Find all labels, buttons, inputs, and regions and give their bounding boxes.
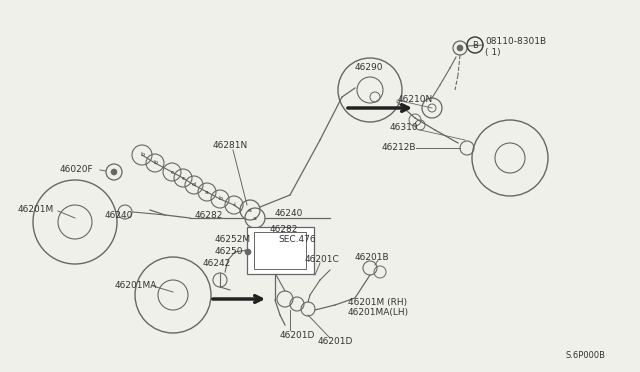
FancyBboxPatch shape <box>247 227 314 274</box>
Text: SEC.476: SEC.476 <box>278 235 316 244</box>
Text: a: a <box>248 208 252 212</box>
Text: h: h <box>218 196 222 202</box>
Text: ( 1): ( 1) <box>485 48 500 57</box>
Text: 46201M (RH): 46201M (RH) <box>348 298 407 307</box>
Circle shape <box>457 45 463 51</box>
Text: 46201D: 46201D <box>318 337 353 346</box>
Text: 46252M: 46252M <box>215 235 251 244</box>
Text: b: b <box>140 153 144 157</box>
Text: 46201M: 46201M <box>18 205 54 215</box>
Text: c: c <box>170 170 173 174</box>
Text: b: b <box>153 160 157 166</box>
Text: i: i <box>233 202 235 208</box>
Text: 46020F: 46020F <box>60 166 93 174</box>
Text: 46282: 46282 <box>270 225 298 234</box>
FancyBboxPatch shape <box>254 232 306 269</box>
Text: 46240: 46240 <box>275 208 303 218</box>
Text: 46240: 46240 <box>105 211 133 219</box>
Text: 46210N: 46210N <box>398 96 433 105</box>
Text: a: a <box>205 189 209 195</box>
Text: 46282: 46282 <box>195 211 223 219</box>
Text: B: B <box>472 41 478 49</box>
Text: a: a <box>253 215 257 221</box>
Text: 46281N: 46281N <box>213 141 248 150</box>
Text: 46201MA(LH): 46201MA(LH) <box>348 308 409 317</box>
Text: 46201D: 46201D <box>280 330 316 340</box>
Text: 46212B: 46212B <box>382 144 417 153</box>
Text: S.6P000B: S.6P000B <box>565 350 605 359</box>
Circle shape <box>111 169 117 175</box>
Text: 46242: 46242 <box>203 260 231 269</box>
Text: 46250: 46250 <box>215 247 243 257</box>
Circle shape <box>245 249 251 255</box>
Text: d: d <box>192 183 196 187</box>
Text: c: c <box>181 176 185 180</box>
Text: 08110-8301B: 08110-8301B <box>485 38 546 46</box>
Text: 46290: 46290 <box>355 64 383 73</box>
Text: 46201C: 46201C <box>305 256 340 264</box>
Text: 46201MA: 46201MA <box>115 280 157 289</box>
Text: 46310: 46310 <box>390 124 419 132</box>
Text: 46201B: 46201B <box>355 253 390 263</box>
